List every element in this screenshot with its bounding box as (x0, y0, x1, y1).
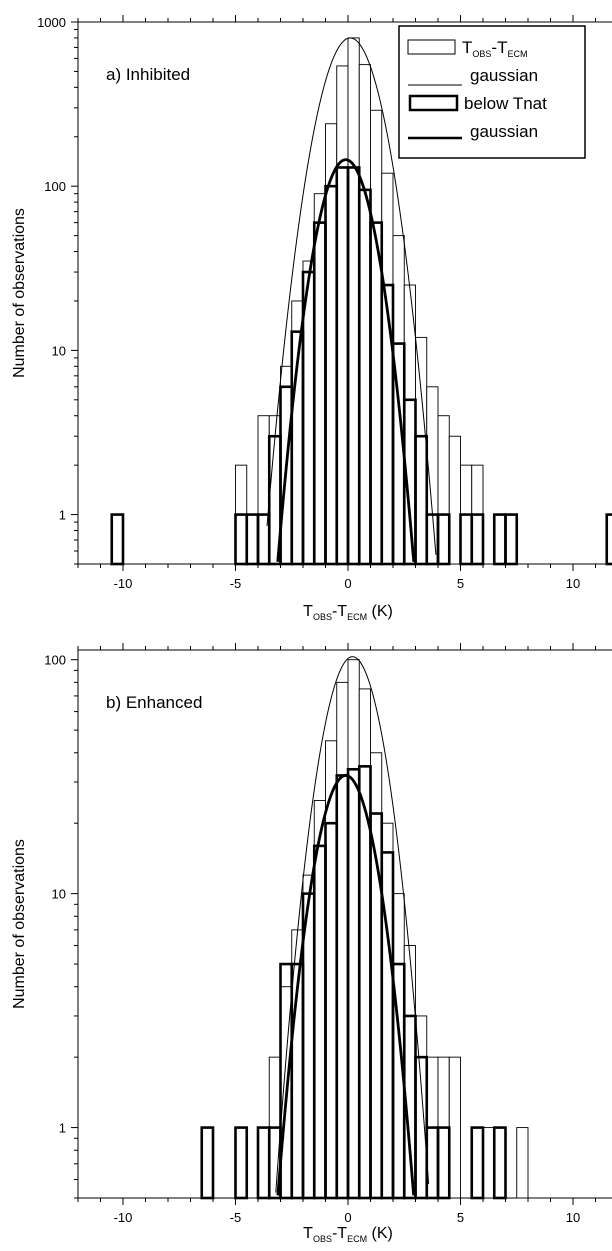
x-axis-label-unit: (K) (367, 1225, 393, 1242)
histogram-bar-below-tnat (436, 1126, 451, 1200)
curves-layer (266, 37, 437, 562)
legend-label-sub2: ECM (507, 49, 527, 59)
histogram-bar-tobs-tecm (257, 415, 270, 565)
y-tick-label: 100 (44, 653, 66, 668)
histogram-bar-tobs-tecm (437, 415, 450, 565)
x-tick-label: -5 (230, 576, 242, 591)
x-tick-label: 0 (344, 1210, 351, 1225)
histogram-bar-tobs-tecm (381, 822, 394, 1199)
x-axis-label-sub2: ECM (347, 612, 367, 622)
histogram-bar-tobs-tecm (471, 1127, 484, 1199)
x-axis-label-sub1: OBS (313, 1234, 332, 1244)
panel-label: b) Enhanced (106, 693, 202, 712)
histogram-bar-below-tnat (470, 513, 485, 566)
x-axis-label-main: T (303, 1225, 313, 1242)
x-tick-label: -10 (114, 576, 133, 591)
panel-label: a) Inhibited (106, 65, 190, 84)
legend-label-sub1: OBS (472, 49, 491, 59)
x-tick-label: 5 (457, 576, 464, 591)
bars-layer (200, 659, 529, 1200)
chart-panel-enhanced: -10 -5 0 5 10 1 10 100 b) Enhanced Number of ob… (11, 643, 612, 1244)
legend-label-below-tnat: below Tnat (464, 94, 547, 113)
histogram-bar-tobs-tecm (493, 1127, 506, 1199)
x-tick-label: 10 (566, 576, 580, 591)
y-tick-label: 1 (59, 1121, 66, 1136)
x-tick-label: -10 (114, 1210, 133, 1225)
y-tick-label: 10 (52, 343, 66, 358)
legend-label-dash: -T (491, 38, 507, 57)
legend: TOBS-TECM gaussian below Tnat gaussian (398, 25, 586, 159)
x-axis-label-sub2: ECM (347, 1234, 367, 1244)
histogram-bar-tobs-tecm (426, 386, 439, 565)
x-axis-label-main: T (303, 603, 313, 620)
histogram-bar-below-tnat (414, 434, 429, 566)
x-axis-label: TOBS-TECM (K) (303, 1225, 393, 1244)
histogram-bar-below-tnat (605, 513, 612, 566)
y-axis-label: Number of observations (11, 839, 28, 1009)
y-tick-label: 100 (44, 179, 66, 194)
gaussian-curve-thick (276, 158, 416, 562)
x-axis-label-dash: -T (332, 1225, 347, 1242)
histogram-bar-tobs-tecm (370, 752, 383, 1199)
histogram-bar-below-tnat (110, 513, 125, 566)
histogram-bar-tobs-tecm (448, 1056, 461, 1199)
legend-label-tobs-tecm: TOBS-TECM (462, 38, 527, 59)
histogram-bar-below-tnat (470, 1126, 485, 1200)
histogram-bar-below-tnat (492, 1126, 507, 1200)
x-tick-label: 0 (344, 576, 351, 591)
legend-label-gaussian-thick: gaussian (470, 122, 538, 141)
x-axis-label-dash: -T (332, 603, 347, 620)
histogram-bar-below-tnat (504, 513, 519, 566)
histogram-bar-tobs-tecm (347, 37, 360, 565)
x-axis-label: TOBS-TECM (K) (303, 603, 393, 622)
histogram-bar-tobs-tecm (448, 435, 461, 565)
x-tick-label: 10 (566, 1210, 580, 1225)
legend-label-gaussian-thin: gaussian (470, 66, 538, 85)
histogram-bar-below-tnat (492, 513, 507, 566)
x-axis-label-unit: (K) (367, 603, 393, 620)
histogram-bar-tobs-tecm (381, 172, 394, 565)
histogram-bar-tobs-tecm (313, 193, 326, 565)
gaussian-curve-thin (266, 37, 437, 555)
histogram-bar-below-tnat (234, 1126, 249, 1200)
histogram-bar-tobs-tecm (347, 659, 360, 1199)
chart-panel-inhibited: -10 -5 0 5 10 1 10 100 1000 a) Inhibited Number … (11, 15, 612, 622)
ticks-layer: -10 -5 0 5 10 1 10 100 1000 (37, 15, 596, 591)
curves-layer (275, 656, 430, 1196)
histogram-bar-below-tnat (200, 1126, 215, 1200)
legend-marker-thick-box (408, 94, 459, 112)
x-tick-label: 5 (457, 1210, 464, 1225)
x-tick-label: -5 (230, 1210, 242, 1225)
y-tick-label: 10 (52, 887, 66, 902)
histogram-bar-tobs-tecm (358, 64, 371, 565)
ticks-layer: -10 -5 0 5 10 1 10 100 (44, 643, 596, 1225)
histogram-bar-below-tnat (436, 513, 451, 566)
histogram-bar-tobs-tecm (336, 681, 349, 1199)
histogram-bar-tobs-tecm (370, 109, 383, 565)
histogram-bar-tobs-tecm (516, 1127, 529, 1199)
histogram-bar-tobs-tecm (415, 336, 428, 565)
gaussian-curve-thick (276, 774, 416, 1196)
gaussian-curve-thin (275, 656, 430, 1193)
y-tick-label: 1000 (37, 15, 66, 30)
legend-marker-thin-box (407, 39, 456, 55)
histogram-bar-tobs-tecm (482, 1127, 495, 1199)
histogram-bar-tobs-tecm (336, 65, 349, 565)
histogram-bar-below-tnat (256, 1126, 271, 1200)
histogram-bar-tobs-tecm (392, 893, 405, 1199)
y-tick-label: 1 (59, 508, 66, 523)
legend-label-main: T (462, 38, 472, 57)
x-axis-label-sub1: OBS (313, 612, 332, 622)
histogram-bar-tobs-tecm (246, 514, 259, 565)
y-axis-label: Number of observations (11, 208, 28, 378)
